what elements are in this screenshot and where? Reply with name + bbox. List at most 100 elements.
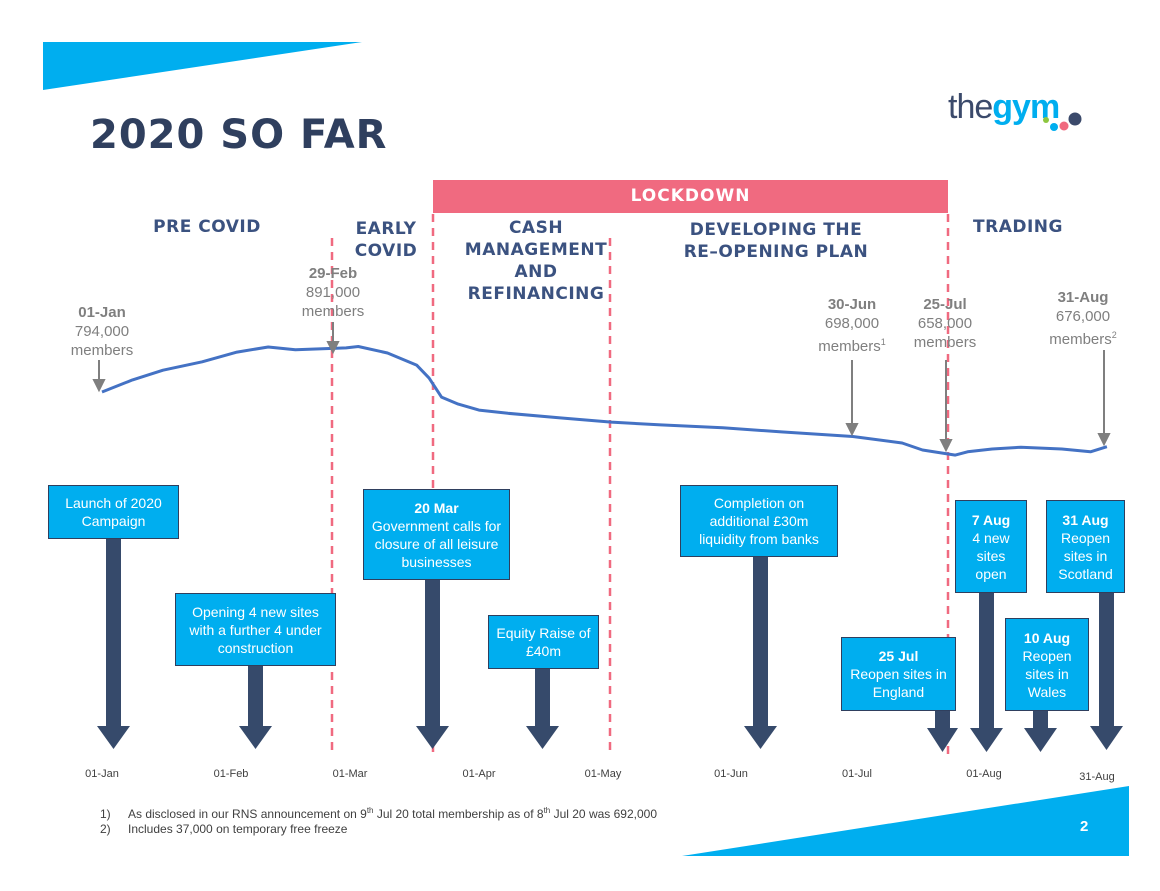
event-title: 7 Aug: [971, 511, 1011, 528]
annotation-arrow-head: [326, 341, 340, 355]
footnote-text: As disclosed in our RNS announcement on …: [128, 807, 367, 821]
event-arrow-shaft: [425, 579, 440, 728]
footnote-ref: 2: [1111, 330, 1117, 340]
annotation-31-aug: 31-Aug 676,000 members2: [1031, 288, 1135, 349]
event-arrow-head: [97, 726, 130, 749]
event-title: 25 Jul: [878, 648, 919, 664]
footnote-ref: 1: [880, 337, 886, 347]
event-text: Reopen sites in England: [850, 666, 947, 700]
footnote-number: 1): [100, 807, 111, 821]
event-text: 4 new sites open: [972, 529, 1010, 582]
x-tick: 01-Jan: [85, 768, 119, 780]
bottom-accent-stripe: [682, 786, 1129, 856]
membership-line: [101, 345, 1108, 457]
annotation-date: 01-Jan: [78, 304, 126, 321]
footnote-number: 2): [100, 822, 111, 836]
annotation-value: 698,000: [824, 315, 880, 332]
event-arrow-head: [970, 728, 1003, 752]
event-title: 20 Mar: [414, 499, 459, 516]
event-government-closure: 20 Mar Government calls for closure of al…: [363, 489, 510, 580]
x-tick: 31-Aug: [1079, 771, 1115, 783]
event-equity-raise: Equity Raise of £40m: [488, 615, 599, 669]
event-text: Reopen sites in Wales: [1022, 647, 1072, 700]
event-arrow-shaft: [106, 538, 121, 728]
x-tick: 01-Apr: [462, 768, 496, 780]
annotation-unit: members: [913, 334, 977, 351]
phase-early-covid: EARLY COVID: [354, 219, 418, 261]
footnote-sup: th: [543, 806, 551, 815]
annotation-01-jan: 01-Jan 794,000 members: [52, 303, 152, 360]
annotation-30-jun: 30-Jun 698,000 members1: [802, 295, 902, 356]
annotation-unit: members: [1049, 331, 1112, 348]
annotation-date: 31-Aug: [1057, 289, 1109, 306]
event-arrow-head: [1090, 726, 1123, 750]
event-text: Launch of 2020 Campaign: [65, 495, 162, 529]
event-reopen-wales: 10 Aug Reopen sites in Wales: [1005, 618, 1089, 711]
event-arrow-shaft: [979, 592, 994, 730]
event-title: 31 Aug: [1062, 511, 1109, 528]
event-launch-campaign: Launch of 2020 Campaign: [48, 485, 179, 539]
footnote-text: Includes 37,000 on temporary free freeze: [128, 822, 348, 836]
event-text: Opening 4 new sites with a further 4 und…: [189, 603, 322, 656]
thegym-logo: thegym: [948, 88, 1082, 131]
event-arrow-head: [526, 726, 559, 749]
top-accent-stripe: [43, 42, 362, 90]
phase-pre-covid: PRE COVID: [153, 217, 261, 237]
logo-text-the: the: [948, 88, 993, 126]
footnote-text: Jul 20 was 692,000: [550, 807, 657, 821]
event-arrow-head: [416, 726, 449, 749]
annotation-unit: members: [70, 342, 134, 359]
annotation-value: 891,000: [305, 284, 361, 301]
annotation-value: 676,000: [1055, 308, 1111, 325]
event-arrow-head: [1024, 728, 1057, 752]
event-arrows: [97, 538, 1123, 752]
annotation-29-feb: 29-Feb 891,000 members: [283, 264, 383, 321]
x-tick: 01-Feb: [213, 768, 249, 780]
event-text: Completion on additional £30m liquidity …: [699, 495, 819, 547]
phase-cash-management: CASH MANAGEMENT AND REFINANCING: [464, 218, 608, 304]
x-tick: 01-Mar: [332, 768, 368, 780]
event-text: Equity Raise of £40m: [496, 625, 591, 659]
footnote-text: Jul 20 total membership as of 8: [373, 807, 544, 821]
event-title: 10 Aug: [1023, 629, 1071, 646]
annotation-25-jul: 25-Jul 658,000 members: [895, 295, 995, 352]
page-title: 2020 SO FAR: [90, 112, 388, 158]
annotation-arrows: [92, 322, 1111, 453]
annotation-date: 29-Feb: [308, 265, 358, 282]
event-arrow-shaft: [1033, 710, 1048, 730]
annotation-arrow-head: [939, 439, 953, 453]
x-tick: 01-Aug: [966, 768, 1002, 780]
logo-dots-icon: [1043, 112, 1082, 131]
phase-developing-reopening: DEVELOPING THE RE–OPENING PLAN: [683, 220, 869, 262]
annotation-value: 794,000: [74, 323, 130, 340]
footnote-1: 1) As disclosed in our RNS announcement o…: [100, 806, 657, 821]
x-tick: 01-May: [584, 768, 622, 780]
x-tick: 01-Jul: [842, 768, 872, 780]
page-number: 2: [1080, 818, 1089, 835]
event-arrow-shaft: [1099, 592, 1114, 728]
footnote-sup: th: [366, 806, 374, 815]
event-arrow-shaft: [535, 668, 550, 728]
event-arrow-head: [744, 726, 777, 749]
annotation-value: 658,000: [917, 315, 973, 332]
event-arrow-shaft: [248, 665, 263, 728]
lockdown-banner: LOCKDOWN: [433, 180, 948, 213]
event-bank-liquidity: Completion on additional £30m liquidity …: [680, 485, 838, 557]
annotation-date: 30-Jun: [827, 296, 877, 313]
event-reopen-scotland: 31 Aug Reopen sites in Scotland: [1046, 500, 1125, 593]
event-arrow-head: [239, 726, 272, 749]
annotation-unit: members: [301, 303, 365, 320]
event-reopen-england: 25 Jul Reopen sites in England: [841, 637, 956, 711]
event-text: Reopen sites in Scotland: [1058, 529, 1113, 582]
annotation-arrow-head: [1097, 433, 1111, 447]
phase-trading: TRADING: [973, 217, 1063, 237]
event-arrow-shaft: [753, 556, 768, 728]
footnote-2: 2) Includes 37,000 on temporary free free…: [100, 822, 347, 836]
x-tick: 01-Jun: [714, 768, 748, 780]
annotation-date: 25-Jul: [923, 296, 967, 313]
event-text: Government calls for closure of all leis…: [371, 517, 502, 570]
event-opening-sites: Opening 4 new sites with a further 4 und…: [175, 593, 336, 666]
event-new-sites-open: 7 Aug 4 new sites open: [955, 500, 1027, 593]
event-arrow-head: [927, 728, 958, 752]
